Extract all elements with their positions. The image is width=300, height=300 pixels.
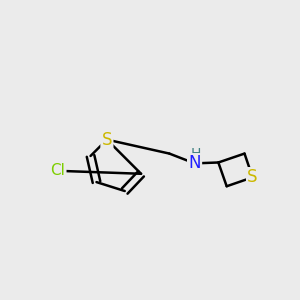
Text: S: S [247, 168, 258, 186]
Text: S: S [102, 130, 112, 148]
Text: N: N [188, 154, 201, 172]
Text: Cl: Cl [50, 163, 65, 178]
Text: H: H [190, 147, 201, 161]
